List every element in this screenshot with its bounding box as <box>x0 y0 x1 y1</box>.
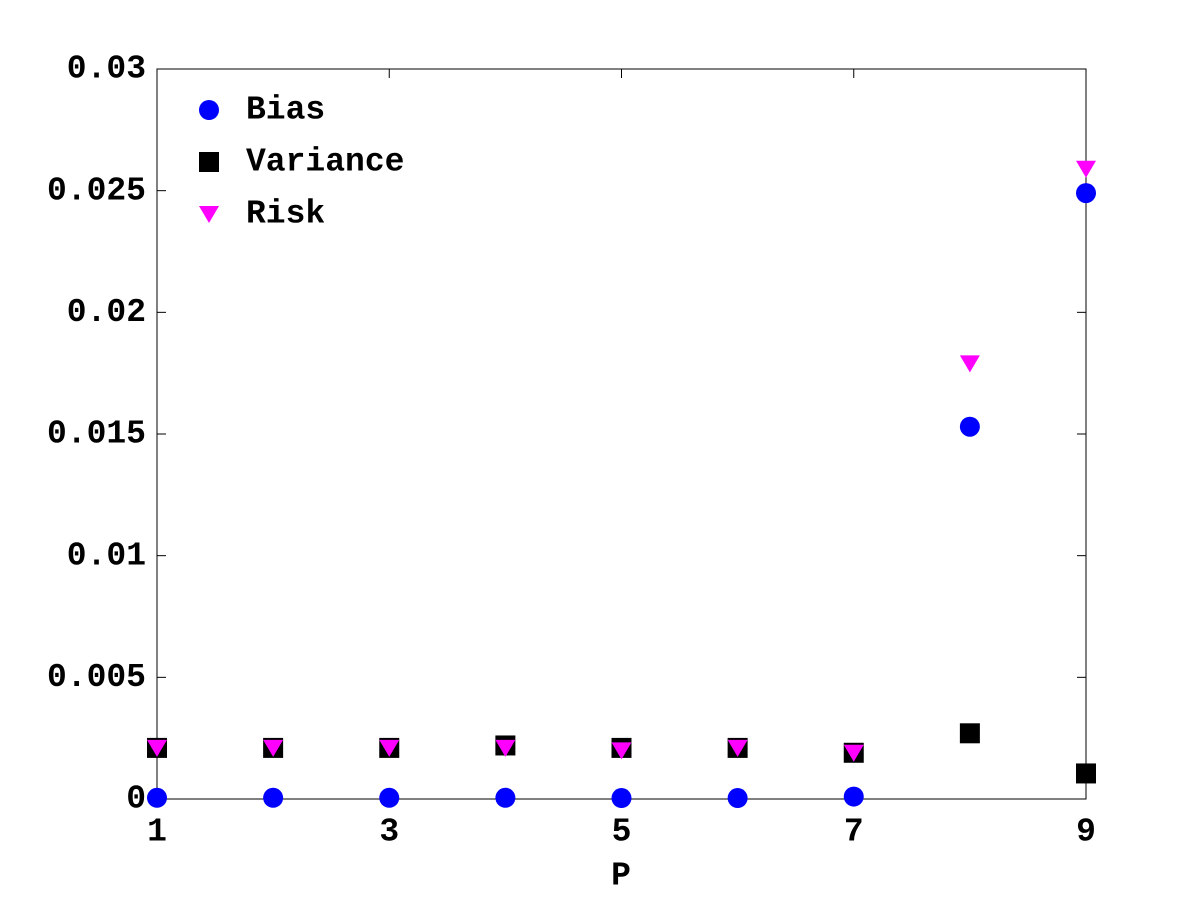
point <box>263 787 284 808</box>
x-tick-label: 1 <box>147 814 167 851</box>
point <box>959 355 980 373</box>
legend-marker <box>199 100 219 120</box>
point <box>727 739 748 757</box>
legend-label: Bias <box>246 92 325 129</box>
point <box>495 787 516 808</box>
x-axis-label: P <box>611 858 631 895</box>
x-tick-label: 9 <box>1076 814 1096 851</box>
y-tick-label: 0.02 <box>67 294 146 331</box>
y-tick-label: 0.015 <box>47 416 146 453</box>
legend-marker <box>199 206 219 223</box>
x-tick-label: 3 <box>379 814 399 851</box>
y-tick-label: 0.03 <box>67 51 146 88</box>
y-tick-label: 0.01 <box>67 537 146 574</box>
legend-label: Variance <box>246 144 404 181</box>
y-tick-label: 0.025 <box>47 172 146 209</box>
point <box>1076 160 1096 178</box>
point <box>495 739 516 757</box>
point <box>147 739 167 757</box>
point <box>959 723 980 744</box>
y-tick-label: 0.005 <box>47 659 146 696</box>
point <box>147 787 167 808</box>
point <box>611 788 632 809</box>
point <box>843 786 864 807</box>
point <box>379 787 400 808</box>
x-tick-label: 7 <box>844 814 864 851</box>
legend-label: Risk <box>246 196 325 233</box>
point <box>1076 183 1096 204</box>
point <box>611 742 632 760</box>
legend-marker <box>199 152 219 172</box>
point <box>843 744 864 762</box>
point <box>727 788 748 809</box>
point <box>959 416 980 437</box>
point <box>379 739 400 757</box>
x-tick-label: 5 <box>612 814 632 851</box>
y-tick-label: 0 <box>126 781 146 818</box>
point <box>1076 763 1096 784</box>
point <box>263 739 284 757</box>
